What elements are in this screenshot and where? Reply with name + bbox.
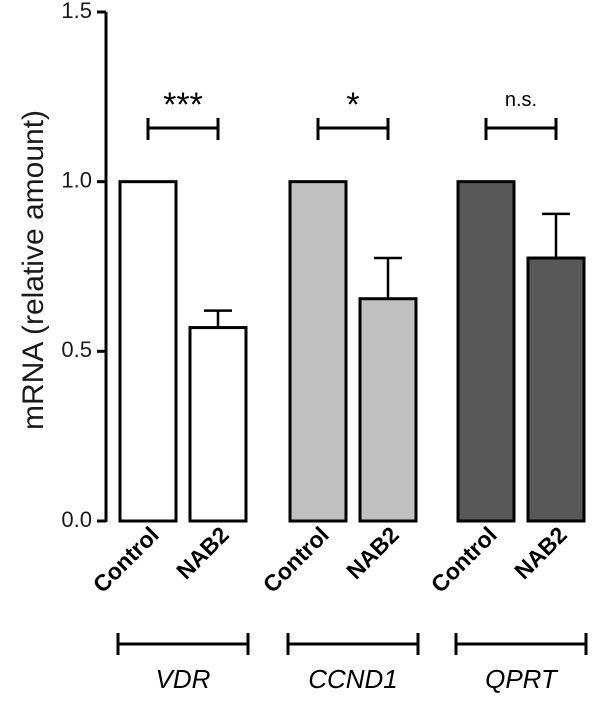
ccnd1-nab2-bar [358,297,418,523]
qprt-control-label: Control [426,521,502,597]
y-tick-label-3: 1.5 [61,0,92,23]
vdr-control-label: Control [88,521,164,597]
vdr-nab2-label: NAB2 [171,521,234,584]
ccnd1-control-bar [288,180,348,523]
ccnd1-control-label: Control [258,521,334,597]
vdr-gene-label: VDR [156,664,211,694]
ccnd1-gene-label: CCND1 [308,664,398,694]
ccnd1-significance: * [346,86,359,124]
ccnd1-nab2-label: NAB2 [341,521,404,584]
qprt-gene-label: QPRT [485,664,559,694]
y-tick-label-2: 1.0 [61,167,92,192]
qprt-significance: n.s. [505,89,537,111]
y-tick-label-1: 0.5 [61,337,92,362]
y-axis-label: mRNA (relative amount) [17,110,50,430]
vdr-control-bar [118,180,178,523]
vdr-nab2-bar [188,326,248,523]
y-tick-label-0: 0.0 [61,507,92,532]
qprt-nab2-label: NAB2 [509,521,572,584]
qprt-control-bar [456,180,516,523]
qprt-nab2-bar [526,256,586,523]
vdr-significance: *** [163,86,203,124]
